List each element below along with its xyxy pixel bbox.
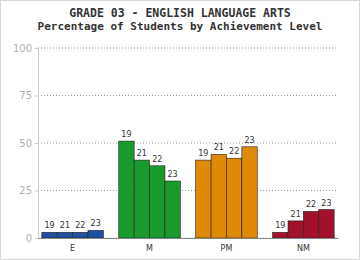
x-tick-label: E (70, 244, 75, 253)
series-label: 19 (44, 221, 54, 230)
y-tick: 50 (19, 138, 38, 149)
x-tick: NM (297, 244, 310, 253)
bar (303, 211, 318, 238)
y-tick: 100 (13, 43, 38, 54)
bar (196, 160, 211, 238)
y-tick-mark (35, 143, 38, 144)
grid (38, 48, 338, 238)
grid-line (38, 48, 338, 49)
bars (42, 141, 334, 238)
bar (211, 154, 226, 238)
bar (119, 141, 134, 238)
bar (57, 232, 72, 238)
bar (73, 232, 88, 238)
title: GRADE 03 - ENGLISH LANGUAGE ARTS (69, 6, 291, 20)
x-tick: M (146, 244, 153, 253)
bar (319, 210, 334, 239)
series-label: 23 (244, 136, 254, 145)
bar (226, 158, 241, 238)
series-label: 19 (275, 221, 285, 230)
bar (242, 147, 257, 238)
x-axis-line (39, 238, 339, 239)
series-label: 23 (168, 170, 178, 179)
chart: GRADE 03 - ENGLISH LANGUAGE ARTSPercenta… (0, 0, 360, 260)
y-tick-mark (35, 48, 38, 49)
x-tick-label: M (146, 244, 153, 253)
series-label: 21 (60, 221, 70, 230)
grid-line (38, 95, 338, 96)
y-tick: 25 (19, 185, 38, 196)
y-tick-mark (35, 238, 38, 239)
y-tick: 0 (26, 233, 38, 244)
plot: 0 25 50 75 100 19 19 19 19 21 21 21 21 22 22 22 22 23 23 23… (13, 43, 339, 253)
y-tick-label: 100 (13, 43, 32, 54)
series-label: 23 (91, 219, 101, 228)
y-tick-label: 25 (19, 185, 32, 196)
subtitle: Percentage of Students by Achievement Le… (38, 20, 323, 33)
bar (42, 232, 57, 238)
y-tick-mark (35, 96, 38, 97)
y-tick-mark (35, 191, 38, 192)
bar (273, 232, 288, 238)
bar (88, 230, 103, 238)
series-label: 19 (198, 149, 208, 158)
x-tick-label: NM (297, 244, 310, 253)
series-label: 21 (214, 143, 224, 152)
y-axis-line (35, 49, 39, 239)
grid-line (38, 190, 338, 191)
x-tick: E (70, 244, 75, 253)
y-tick-label: 0 (26, 233, 32, 244)
grid-line (38, 143, 338, 144)
series-label: 21 (137, 149, 147, 158)
bar-labels: 19 19 19 19 21 21 21 21 22 22 22 22 23 23 23 23 (44, 130, 331, 230)
x-tick-label: PM (221, 244, 233, 253)
series-label: 23 (321, 199, 331, 208)
series-label: 22 (229, 147, 239, 156)
series-label: 22 (75, 221, 85, 230)
y-tick-label: 50 (19, 138, 32, 149)
bar (165, 181, 180, 238)
x-tick: PM (221, 244, 233, 253)
y-axis: 0 25 50 75 100 (13, 43, 39, 244)
bar (288, 221, 303, 238)
series-label: 22 (306, 200, 316, 209)
x-axis: E M PM NM (39, 239, 339, 253)
y-tick: 75 (19, 90, 38, 101)
series-label: 21 (291, 210, 301, 219)
series-label: 19 (121, 130, 131, 139)
bar (134, 160, 149, 238)
bar (150, 166, 165, 238)
y-tick-label: 75 (19, 90, 32, 101)
series-label: 22 (152, 155, 162, 164)
frame (1, 1, 360, 260)
